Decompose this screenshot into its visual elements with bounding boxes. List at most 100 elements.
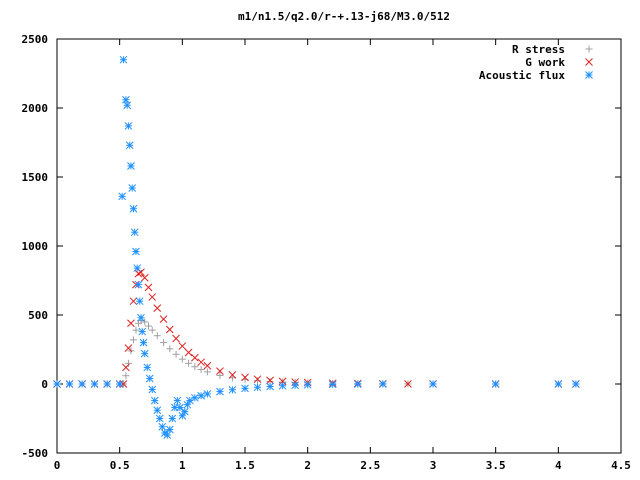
data-point [123,101,132,110]
data-point [144,322,152,330]
legend-label: R stress [512,43,565,56]
data-point [153,304,162,312]
data-point [103,380,111,388]
data-point [278,381,287,390]
data-point [65,380,74,388]
data-point [119,55,128,64]
plot-frame [56,38,622,454]
data-point [328,380,337,389]
data-point [404,380,412,388]
data-point [197,358,205,367]
data-point [129,297,138,306]
data-point [133,264,142,272]
data-point [353,380,362,388]
y-tick-label: 2000 [22,102,49,115]
series-g-work [53,268,580,388]
x-tick-label: 4 [555,459,562,472]
data-point [165,425,174,434]
data-point [166,345,174,353]
y-tick-label: 1000 [22,240,49,253]
data-point [148,385,157,394]
axis-ticks: 0 0.5 1 1.5 2 2.5 3 3.5 4 4.5 -500 0 500 1000 1500 2000… [22,33,631,472]
data-point [134,280,143,289]
data-point [144,283,153,292]
data-point [159,315,168,323]
data-point [124,122,133,130]
data-point [491,380,500,388]
data-point [148,293,157,301]
data-point [241,373,249,382]
data-point [141,318,149,326]
legend-label: Acoustic flux [479,69,565,82]
data-point [228,385,237,394]
y-tick-label: -500 [22,447,49,460]
chart-title: m1/n1.5/q2.0/r-+.13-j68/M3.0/512 [238,10,450,23]
data-point [197,391,205,400]
data-point [191,353,199,362]
data-point [185,359,193,367]
data-point [153,332,161,340]
data-point [184,348,193,357]
data-point [127,319,135,328]
legend-marker [585,45,593,53]
data-point [118,192,127,201]
data-point [165,325,174,334]
data-point [266,382,274,391]
data-point [78,380,86,388]
data-point [124,359,132,367]
x-tick-label: 0 [54,459,61,472]
y-tick-label: 500 [28,309,48,322]
legend-marker [585,71,593,79]
x-tick-label: 3.5 [486,459,506,472]
data-point [160,339,168,347]
data-point [158,422,167,431]
data-point [253,375,262,384]
data-point [175,403,184,412]
x-tick-label: 4.5 [611,459,631,472]
data-point [168,414,177,423]
data-point [143,363,152,372]
data-point [135,297,144,306]
x-tick-label: 2 [304,459,311,472]
data-point [216,371,224,379]
data-point [178,355,186,363]
data-point [172,350,180,358]
data-point [203,368,211,376]
data-point [137,313,145,322]
data-point [119,380,128,388]
data-point [129,204,138,213]
data-point [191,393,199,402]
data-point [228,371,237,379]
data-point [254,377,262,385]
data-point [291,381,299,390]
series-layer [53,55,580,439]
data-point [153,406,162,415]
data-point [90,380,99,388]
legend-label: G work [525,56,565,69]
data-point [572,380,580,388]
x-tick-label: 1.5 [235,459,255,472]
data-point [253,383,262,392]
data-point [140,273,149,282]
x-tick-label: 0.5 [110,459,130,472]
series-r-stress [53,317,580,388]
data-point [191,363,199,371]
data-point [180,407,189,416]
data-point [122,363,130,372]
data-point [125,141,134,150]
data-point [203,361,212,370]
series-acoustic-flux [53,55,580,439]
y-tick-label: 2500 [22,33,49,46]
y-tick-label: 1500 [22,171,49,184]
data-point [303,380,312,389]
data-point [155,414,164,423]
x-tick-label: 3 [430,459,437,472]
data-point [139,338,148,347]
data-point [379,380,387,388]
data-point [203,390,212,398]
data-point [172,334,180,343]
data-point [129,336,137,344]
data-point [53,380,61,388]
